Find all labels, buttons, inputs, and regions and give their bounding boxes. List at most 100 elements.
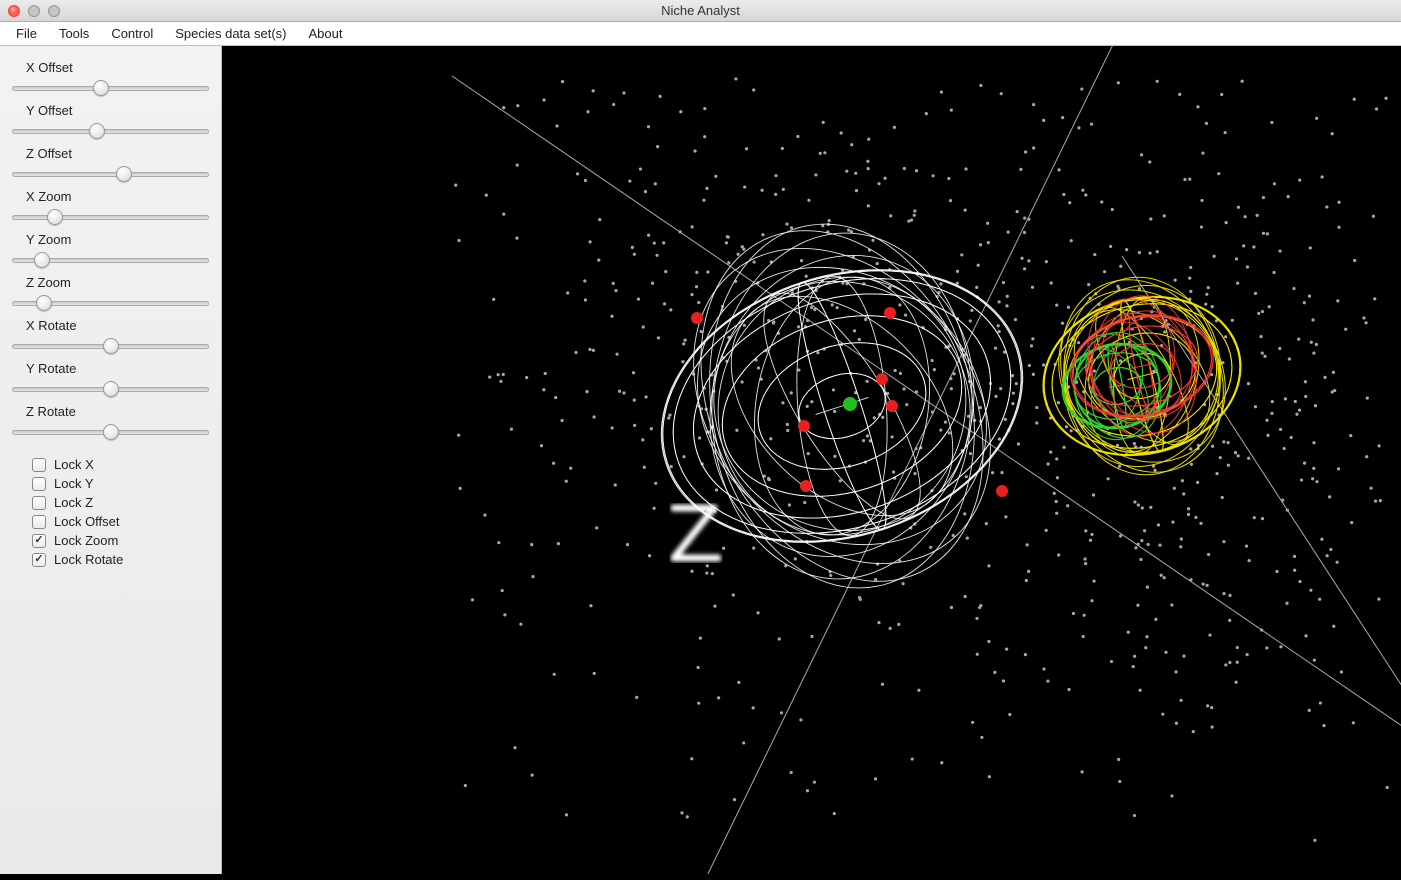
check-lock-z[interactable]: Lock Z (32, 495, 209, 510)
slider-track[interactable] (12, 165, 209, 183)
cloud-point (1319, 701, 1322, 704)
cloud-point (1057, 553, 1060, 556)
cloud-point (1202, 583, 1205, 586)
cloud-point (1329, 548, 1332, 551)
cloud-point (1211, 445, 1214, 448)
slider-track[interactable] (12, 122, 209, 140)
cloud-point (1020, 257, 1023, 260)
checkbox-icon[interactable] (32, 515, 46, 529)
checkbox-icon[interactable] (32, 496, 46, 510)
menu-species[interactable]: Species data set(s) (165, 24, 296, 43)
cloud-point (714, 175, 717, 178)
slider-thumb[interactable] (103, 424, 119, 440)
checkbox-icon[interactable] (32, 477, 46, 491)
cloud-point (940, 761, 943, 764)
cloud-point (1200, 199, 1203, 202)
checkbox-icon[interactable] (32, 458, 46, 472)
cloud-point (753, 260, 756, 263)
menu-tools[interactable]: Tools (49, 24, 99, 43)
slider-thumb[interactable] (89, 123, 105, 139)
cloud-point (877, 621, 880, 624)
cloud-point (1057, 401, 1060, 404)
cloud-point (1234, 451, 1237, 454)
cloud-point (944, 421, 947, 424)
slider-track[interactable] (12, 380, 209, 398)
slider-track[interactable] (12, 423, 209, 441)
menu-about[interactable]: About (299, 24, 353, 43)
check-label: Lock Z (54, 495, 93, 510)
cloud-point (635, 696, 638, 699)
slider-track[interactable] (12, 251, 209, 269)
slider-track[interactable] (12, 337, 209, 355)
slider-thumb[interactable] (36, 295, 52, 311)
slider-track[interactable] (12, 294, 209, 312)
cloud-point (1210, 725, 1213, 728)
check-lock-offset[interactable]: Lock Offset (32, 514, 209, 529)
cloud-point (1321, 175, 1324, 178)
cloud-point (499, 380, 502, 383)
cloud-point (1374, 499, 1377, 502)
cloud-point (993, 671, 996, 674)
slider-thumb[interactable] (103, 338, 119, 354)
check-lock-zoom[interactable]: Lock Zoom (32, 533, 209, 548)
menu-file[interactable]: File (6, 24, 47, 43)
zoom-icon[interactable] (48, 5, 60, 17)
cloud-point (1386, 786, 1389, 789)
slider-track[interactable] (12, 208, 209, 226)
cloud-point (1179, 545, 1182, 548)
cloud-point (1117, 758, 1120, 761)
cloud-point (737, 681, 740, 684)
slider-thumb[interactable] (103, 381, 119, 397)
checkbox-icon[interactable] (32, 534, 46, 548)
slider-thumb[interactable] (47, 209, 63, 225)
checkbox-icon[interactable] (32, 553, 46, 567)
check-lock-y[interactable]: Lock Y (32, 476, 209, 491)
cloud-point (614, 289, 617, 292)
cloud-point (641, 438, 644, 441)
cloud-point (997, 324, 1000, 327)
cloud-point (1278, 249, 1281, 252)
cloud-point (1285, 602, 1288, 605)
cloud-point (1279, 645, 1282, 648)
cloud-point (628, 180, 631, 183)
check-label: Lock Offset (54, 514, 120, 529)
cloud-point (1175, 722, 1178, 725)
cloud-point (950, 387, 953, 390)
slider-thumb[interactable] (116, 166, 132, 182)
cloud-point (965, 475, 968, 478)
cloud-point (502, 373, 505, 376)
slider-track[interactable] (12, 79, 209, 97)
cloud-point (752, 706, 755, 709)
cloud-point (1181, 479, 1184, 482)
cloud-point (699, 637, 702, 640)
minimize-icon[interactable] (28, 5, 40, 17)
cloud-point (735, 429, 738, 432)
cloud-point (459, 487, 462, 490)
cloud-point (1093, 253, 1096, 256)
slider-x-rotate: X Rotate (12, 318, 209, 355)
slider-z-offset: Z Offset (12, 146, 209, 183)
red-point (691, 312, 703, 324)
cloud-point (648, 554, 651, 557)
cloud-point (1119, 534, 1122, 537)
cloud-point (1265, 419, 1268, 422)
check-lock-x[interactable]: Lock X (32, 457, 209, 472)
menu-control[interactable]: Control (101, 24, 163, 43)
cloud-point (1189, 266, 1192, 269)
cloud-point (595, 526, 598, 529)
cloud-point (1227, 464, 1230, 467)
cloud-point (1253, 516, 1256, 519)
cloud-point (1315, 343, 1318, 346)
cloud-point (1055, 512, 1058, 515)
slider-thumb[interactable] (34, 252, 50, 268)
cloud-point (1025, 579, 1028, 582)
cloud-point (850, 143, 853, 146)
viewport-3d[interactable] (222, 46, 1401, 874)
slider-thumb[interactable] (93, 80, 109, 96)
cloud-point (1149, 506, 1152, 509)
cloud-point (502, 213, 505, 216)
close-icon[interactable] (8, 5, 20, 17)
check-lock-rotate[interactable]: Lock Rotate (32, 552, 209, 567)
cloud-point (998, 330, 1001, 333)
slider-label: Z Offset (12, 146, 209, 161)
